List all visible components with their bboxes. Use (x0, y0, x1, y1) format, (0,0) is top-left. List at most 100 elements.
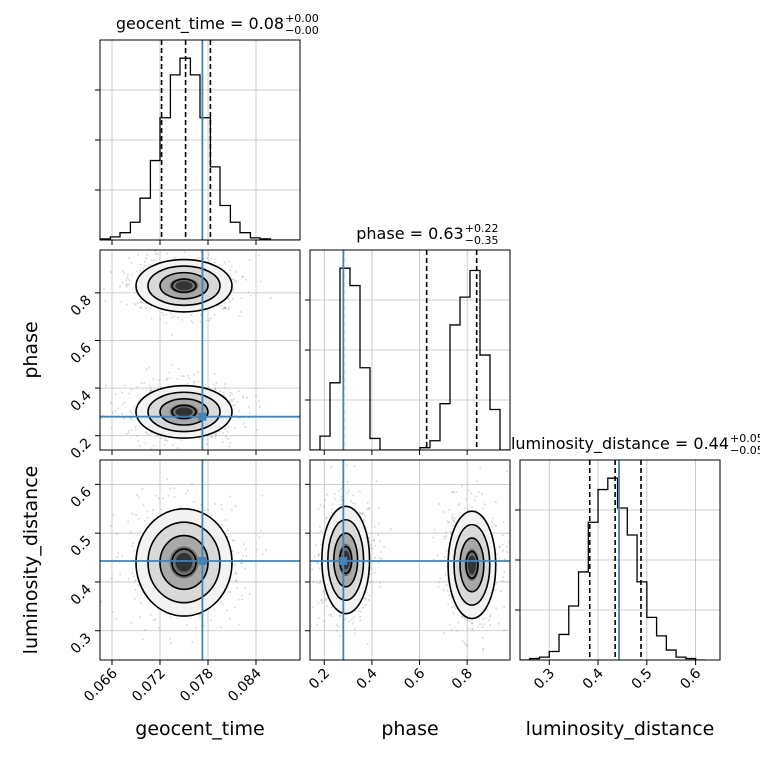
sample-point (336, 629, 339, 632)
sample-point (320, 599, 323, 602)
sample-point (231, 289, 234, 292)
sample-point (322, 589, 325, 592)
sample-point (318, 525, 321, 528)
sample-point (136, 494, 139, 497)
sample-point (172, 245, 174, 247)
sample-point (224, 306, 227, 309)
sample-point (198, 613, 201, 616)
density-fill (175, 553, 193, 572)
sample-point (233, 606, 236, 609)
sample-point (191, 482, 194, 485)
sample-point (452, 524, 455, 527)
x-tick-label: 0.6 (401, 665, 428, 692)
sample-point (264, 548, 267, 551)
sample-point (150, 259, 153, 262)
sample-point (114, 409, 117, 412)
sample-point (173, 256, 176, 259)
y-tick-label: 0.4 (68, 388, 95, 415)
sample-point (209, 317, 212, 320)
sample-point (498, 545, 501, 548)
sample-point (137, 496, 140, 499)
sample-point (214, 432, 217, 435)
sample-point (496, 553, 499, 556)
sample-point (451, 516, 454, 519)
sample-point (170, 377, 173, 380)
sample-point (325, 598, 328, 601)
sample-point (173, 495, 176, 498)
y-tick-label: 0.5 (68, 533, 95, 560)
sample-point (235, 573, 238, 576)
sample-point (169, 313, 172, 316)
sample-point (224, 306, 227, 309)
sample-point (245, 246, 247, 248)
y-tick-label: 0.8 (68, 292, 95, 319)
sample-point (206, 508, 209, 511)
contour-line (147, 521, 221, 604)
sample-point (449, 530, 452, 533)
sample-point (134, 579, 137, 582)
sample-point (470, 622, 473, 625)
sample-point (449, 532, 452, 535)
sample-point (179, 506, 182, 509)
sample-point (125, 432, 128, 435)
sample-point (158, 379, 161, 382)
sample-point (125, 285, 128, 288)
sample-point (323, 505, 326, 508)
y-tick-label: 0.4 (68, 581, 95, 608)
sample-point (127, 429, 130, 432)
x-tick-label: 0.072 (129, 666, 169, 706)
sample-point (170, 316, 173, 319)
sample-point (126, 283, 129, 286)
title-median: 0.63 (428, 224, 464, 243)
sample-point (461, 640, 464, 643)
sample-point (377, 533, 380, 536)
sample-point (229, 395, 232, 398)
contour-line (171, 278, 197, 294)
sample-point (151, 509, 154, 512)
sample-point (206, 257, 209, 260)
sample-point (152, 444, 155, 447)
sample-point (142, 504, 145, 507)
sample-point (134, 428, 137, 431)
sample-point (210, 257, 213, 260)
sample-point (340, 495, 343, 498)
sample-point (467, 489, 470, 492)
contour-line (147, 391, 221, 433)
sample-point (466, 619, 469, 622)
sample-point (121, 391, 124, 394)
sample-point (138, 397, 141, 400)
title-label: geocent_time (116, 14, 225, 34)
sample-point (116, 556, 119, 559)
sample-point (318, 553, 321, 556)
sample-point (368, 507, 371, 510)
sample-point (367, 598, 370, 601)
sample-point (515, 511, 517, 513)
sample-point (138, 444, 141, 447)
sample-point (172, 315, 175, 318)
sample-point (149, 613, 152, 616)
sample-point (370, 568, 373, 571)
sample-point (366, 502, 369, 505)
sample-point (317, 602, 320, 605)
sample-point (213, 261, 216, 264)
sample-point (448, 594, 451, 597)
sample-point (315, 581, 318, 584)
sample-point (219, 626, 222, 629)
sample-point (210, 436, 213, 439)
sample-point (223, 261, 226, 264)
2d-frame-geocent_time-luminosity_distance (99, 459, 301, 661)
sample-point (367, 508, 370, 511)
sample-point (146, 432, 149, 435)
sample-point (237, 551, 240, 554)
sample-point (454, 607, 457, 610)
sample-point (257, 399, 260, 402)
contour-line (135, 384, 233, 439)
sample-point (364, 597, 367, 600)
sample-point (223, 383, 226, 386)
sample-point (445, 535, 448, 538)
sample-point (378, 581, 381, 584)
sample-point (444, 573, 447, 576)
sample-point (354, 502, 357, 505)
sample-point (210, 619, 213, 622)
sample-point (369, 566, 372, 569)
